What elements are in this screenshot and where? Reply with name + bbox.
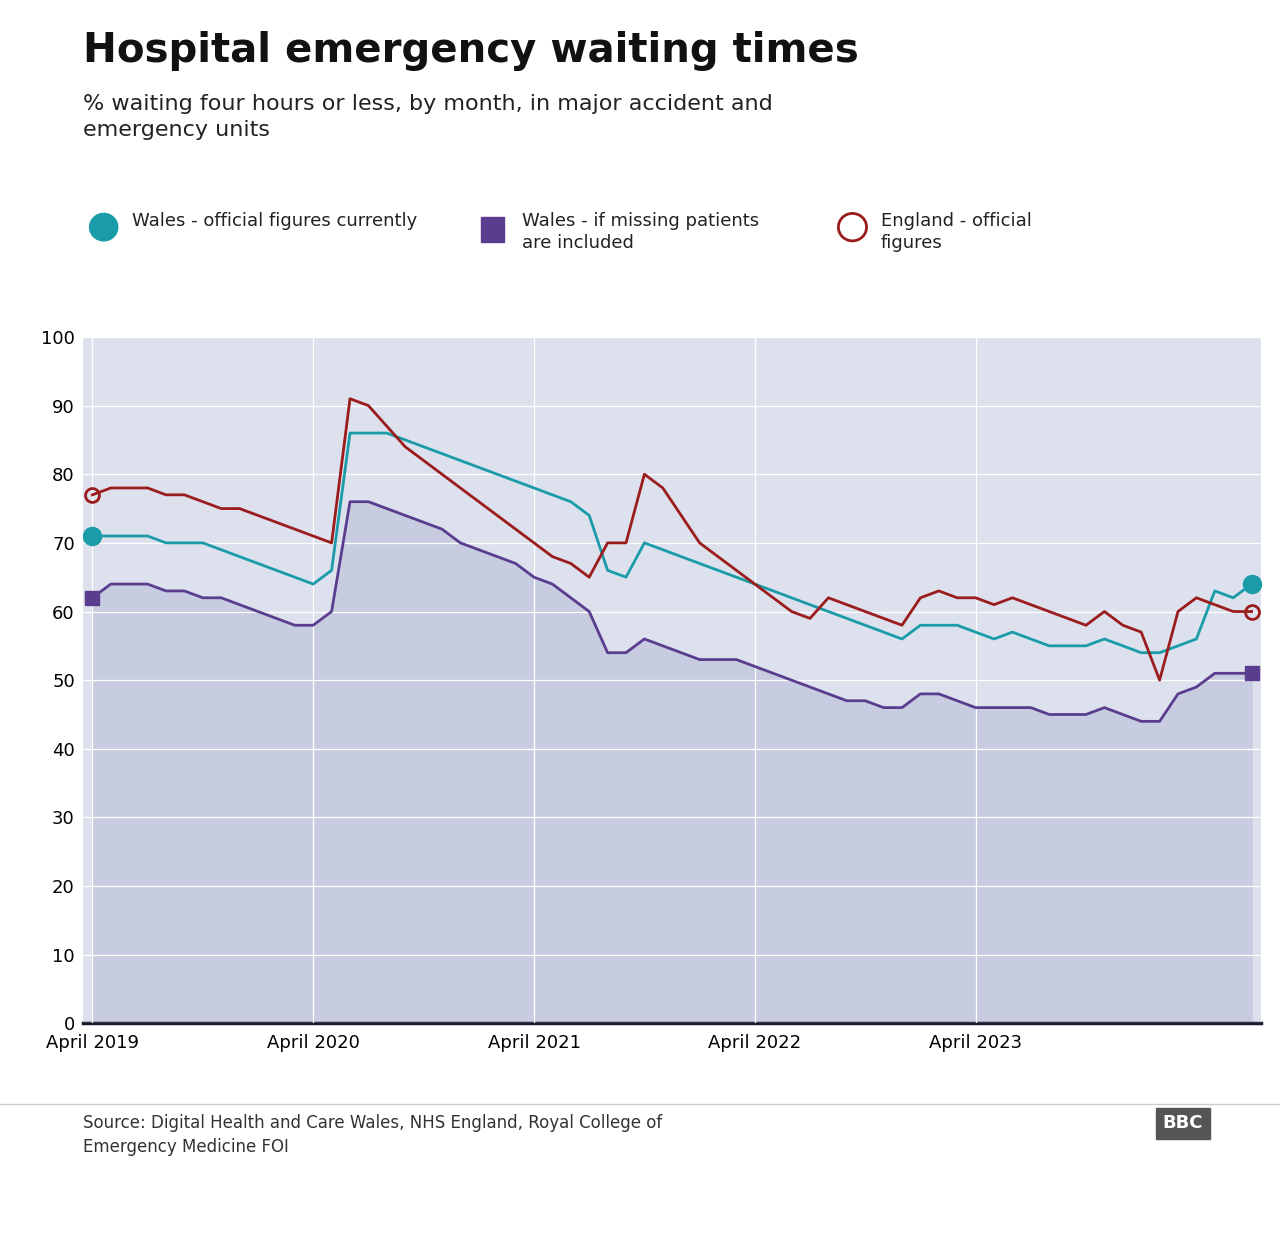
Text: Hospital emergency waiting times: Hospital emergency waiting times [83, 31, 859, 71]
Text: England - official
figures: England - official figures [881, 212, 1032, 252]
Text: Wales - official figures currently: Wales - official figures currently [132, 212, 417, 230]
Text: BBC: BBC [1162, 1114, 1203, 1132]
Text: Source: Digital Health and Care Wales, NHS England, Royal College of
Emergency M: Source: Digital Health and Care Wales, N… [83, 1114, 663, 1156]
Text: Wales - if missing patients
are included: Wales - if missing patients are included [522, 212, 759, 252]
Text: % waiting four hours or less, by month, in major accident and
emergency units: % waiting four hours or less, by month, … [83, 94, 773, 140]
